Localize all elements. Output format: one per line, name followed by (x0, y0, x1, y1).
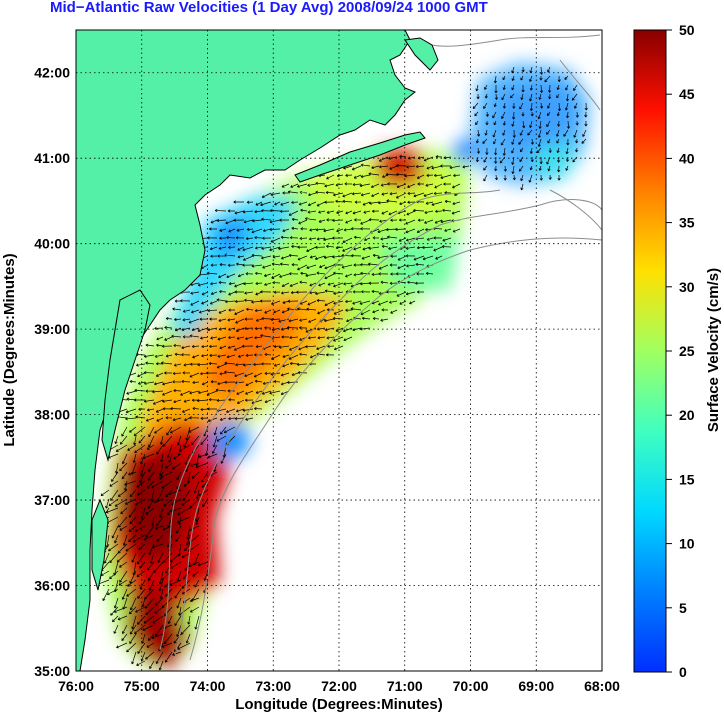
colorbar-tick-label: 35 (679, 215, 695, 231)
map-plot-area (76, 30, 602, 671)
x-tick-label: 72:00 (321, 678, 357, 694)
plot-frame (75, 29, 603, 672)
colorbar-tick-label: 20 (679, 407, 695, 423)
colorbar-tick-label: 15 (679, 471, 695, 487)
colorbar-tick-label: 25 (679, 343, 695, 359)
colorbar-tick-label: 40 (679, 150, 695, 166)
colorbar-tick-label: 45 (679, 86, 695, 102)
y-tick-label: 39:00 (34, 321, 70, 337)
colorbar-tick-label: 50 (679, 22, 695, 38)
x-tick-labels: 76:00 75:00 74:00 73:00 72:00 71:00 70:00 69:00… (58, 678, 620, 694)
velocity-field (100, 62, 590, 670)
colorbar-label: Surface Velocity (cm/s) (705, 268, 722, 432)
map-title: Mid−Atlantic Raw Velocities (1 Day Avg) … (50, 0, 488, 16)
x-axis-label: Longitude (Degrees:Minutes) (235, 696, 443, 713)
x-tick-label: 70:00 (453, 678, 489, 694)
y-tick-label: 38:00 (34, 407, 70, 423)
x-tick-label: 75:00 (124, 678, 160, 694)
y-axis-label: Latitude (Degrees:Minutes) (1, 253, 18, 446)
colorbar-tick-label: 30 (679, 279, 695, 295)
x-tick-label: 73:00 (255, 678, 291, 694)
x-tick-label: 76:00 (58, 678, 94, 694)
y-tick-label: 36:00 (34, 578, 70, 594)
y-tick-label: 40:00 (34, 236, 70, 252)
colorbar-tick-label: 0 (679, 664, 687, 680)
grid-lines (76, 30, 602, 671)
x-tick-label: 71:00 (387, 678, 423, 694)
y-tick-labels: 35:00 36:00 37:00 38:00 39:00 40:00 41:00 42:00 (34, 65, 70, 679)
colorbar-tick-label: 5 (679, 600, 687, 616)
x-tick-label: 68:00 (584, 678, 620, 694)
x-tick-label: 69:00 (518, 678, 554, 694)
bathymetry-contours (159, 34, 602, 661)
colorbar-tick-label: 10 (679, 536, 695, 552)
y-tick-label: 35:00 (34, 663, 70, 679)
y-tick-label: 41:00 (34, 150, 70, 166)
y-tick-label: 42:00 (34, 65, 70, 81)
x-tick-label: 74:00 (190, 678, 226, 694)
colorbar-scale (633, 29, 667, 673)
colorbar: 0 5 10 15 20 25 30 35 40 45 50 Surface Velocity (c… (633, 22, 722, 680)
y-tick-label: 37:00 (34, 492, 70, 508)
land-mass (76, 30, 439, 671)
